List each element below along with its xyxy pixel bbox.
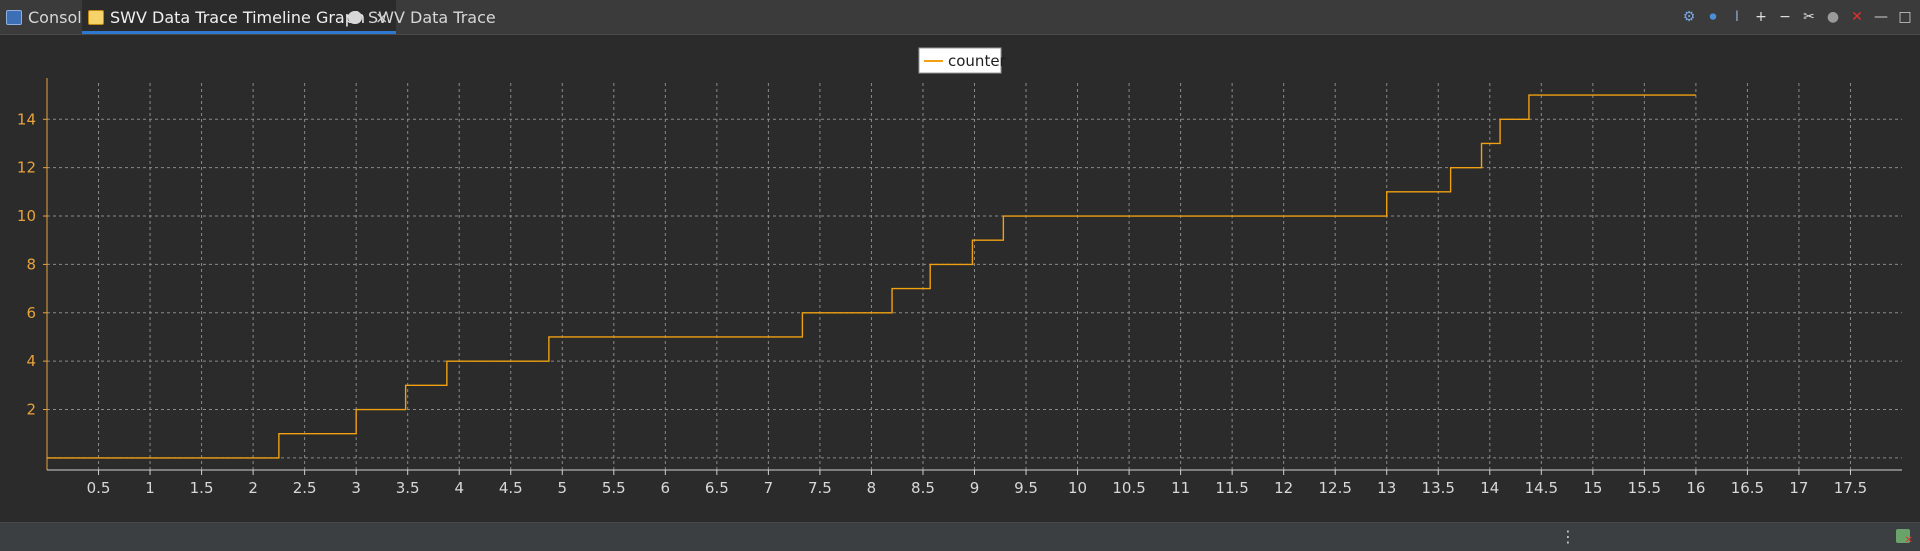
status-menu-handle[interactable]: ⋮ (1560, 527, 1576, 546)
x-tick-label: 8 (867, 479, 877, 497)
record-icon[interactable]: ● (1826, 9, 1840, 25)
x-tick-label: 15.5 (1628, 479, 1661, 497)
x-tick-label: 17.5 (1834, 479, 1867, 497)
x-tick-label: 4.5 (499, 479, 523, 497)
x-tick-label: 8.5 (911, 479, 935, 497)
y-tick-label: 14 (17, 110, 36, 128)
timeline-graph-icon (88, 9, 104, 25)
cursor-icon[interactable]: I (1734, 9, 1740, 25)
x-tick-label: 12 (1274, 479, 1293, 497)
x-tick-label: 11.5 (1215, 479, 1248, 497)
close-icon[interactable]: × (375, 7, 389, 27)
x-tick-label: 17 (1789, 479, 1808, 497)
x-tick-label: 16 (1686, 479, 1705, 497)
x-tick-label: 5 (558, 479, 568, 497)
y-tick-label: 2 (26, 401, 36, 419)
status-bar: ⋮ ✕ (0, 522, 1920, 551)
x-tick-label: 14 (1480, 479, 1499, 497)
x-tick-label: 15 (1583, 479, 1602, 497)
tab-label: Console (28, 7, 92, 27)
x-tick-label: 7 (764, 479, 774, 497)
x-tick-label: 13.5 (1422, 479, 1455, 497)
x-tick-label: 9 (970, 479, 980, 497)
x-tick-label: 1 (145, 479, 155, 497)
x-tick-label: 3 (351, 479, 361, 497)
x-tick-label: 14.5 (1525, 479, 1558, 497)
x-tick-label: 2 (248, 479, 258, 497)
console-icon (6, 9, 22, 25)
timeline-chart: 0.5 1 1.5 2 2.5 3 3.5 4 4.5 5 5.5 6 6.5 7 7.5 8 8.5 9 9.5 1… (17, 47, 1902, 497)
x-tick-label: 3.5 (396, 479, 420, 497)
y-tick-label: 4 (26, 352, 36, 370)
x-tick-label: 13 (1377, 479, 1396, 497)
tab-label: SWV Data Trace Timeline Graph (110, 7, 366, 27)
x-tick-label: 5.5 (602, 479, 626, 497)
x-tick-label: 10.5 (1112, 479, 1145, 497)
view-tab-bar: Console SWV Data Trace Timeline Graph × … (0, 0, 1920, 35)
y-tick-label: 6 (26, 304, 36, 322)
x-tick-label: 4 (454, 479, 464, 497)
x-tick-label: 6.5 (705, 479, 729, 497)
series-line-counter (47, 94, 1696, 459)
y-tick-label: 10 (17, 207, 36, 225)
x-tick-label: 10 (1068, 479, 1087, 497)
minimize-icon[interactable]: — (1874, 9, 1888, 25)
tab-swv-timeline-graph[interactable]: SWV Data Trace Timeline Graph × (82, 0, 397, 34)
x-tick-label: 12.5 (1318, 479, 1351, 497)
tab-swv-data-trace[interactable]: SWV Data Trace (348, 0, 502, 34)
view-toolbar: ⚙ ⏺ I + − ✂ ● ✕ — □ (1680, 6, 1914, 28)
x-tick-label: 1.5 (190, 479, 214, 497)
configure-trace-icon[interactable]: ⚙ (1682, 9, 1696, 25)
x-tick-label: 0.5 (87, 479, 111, 497)
remove-all-icon[interactable]: ✕ (1851, 9, 1863, 25)
x-tick-label: 7.5 (808, 479, 832, 497)
start-trace-icon[interactable]: ⏺ (1709, 9, 1717, 25)
x-tick-label: 11 (1171, 479, 1190, 497)
x-tick-label: 6 (661, 479, 671, 497)
remove-all-icon[interactable]: ✕ (1896, 529, 1913, 546)
x-tick-label: 2.5 (293, 479, 317, 497)
tab-console[interactable]: Console (6, 0, 98, 34)
x-tick-label: 9.5 (1014, 479, 1038, 497)
maximize-icon[interactable]: □ (1898, 9, 1912, 25)
x-tick-label: 16.5 (1731, 479, 1764, 497)
y-tick-label: 8 (26, 255, 36, 273)
zoom-in-icon[interactable]: + (1755, 9, 1767, 25)
y-tick-label: 12 (17, 159, 36, 177)
legend-label: counter (948, 52, 1007, 70)
settings-icon[interactable]: ✂ (1803, 9, 1815, 25)
tab-label: SWV Data Trace (368, 7, 496, 27)
data-trace-icon (348, 10, 362, 24)
zoom-out-icon[interactable]: − (1779, 9, 1791, 25)
